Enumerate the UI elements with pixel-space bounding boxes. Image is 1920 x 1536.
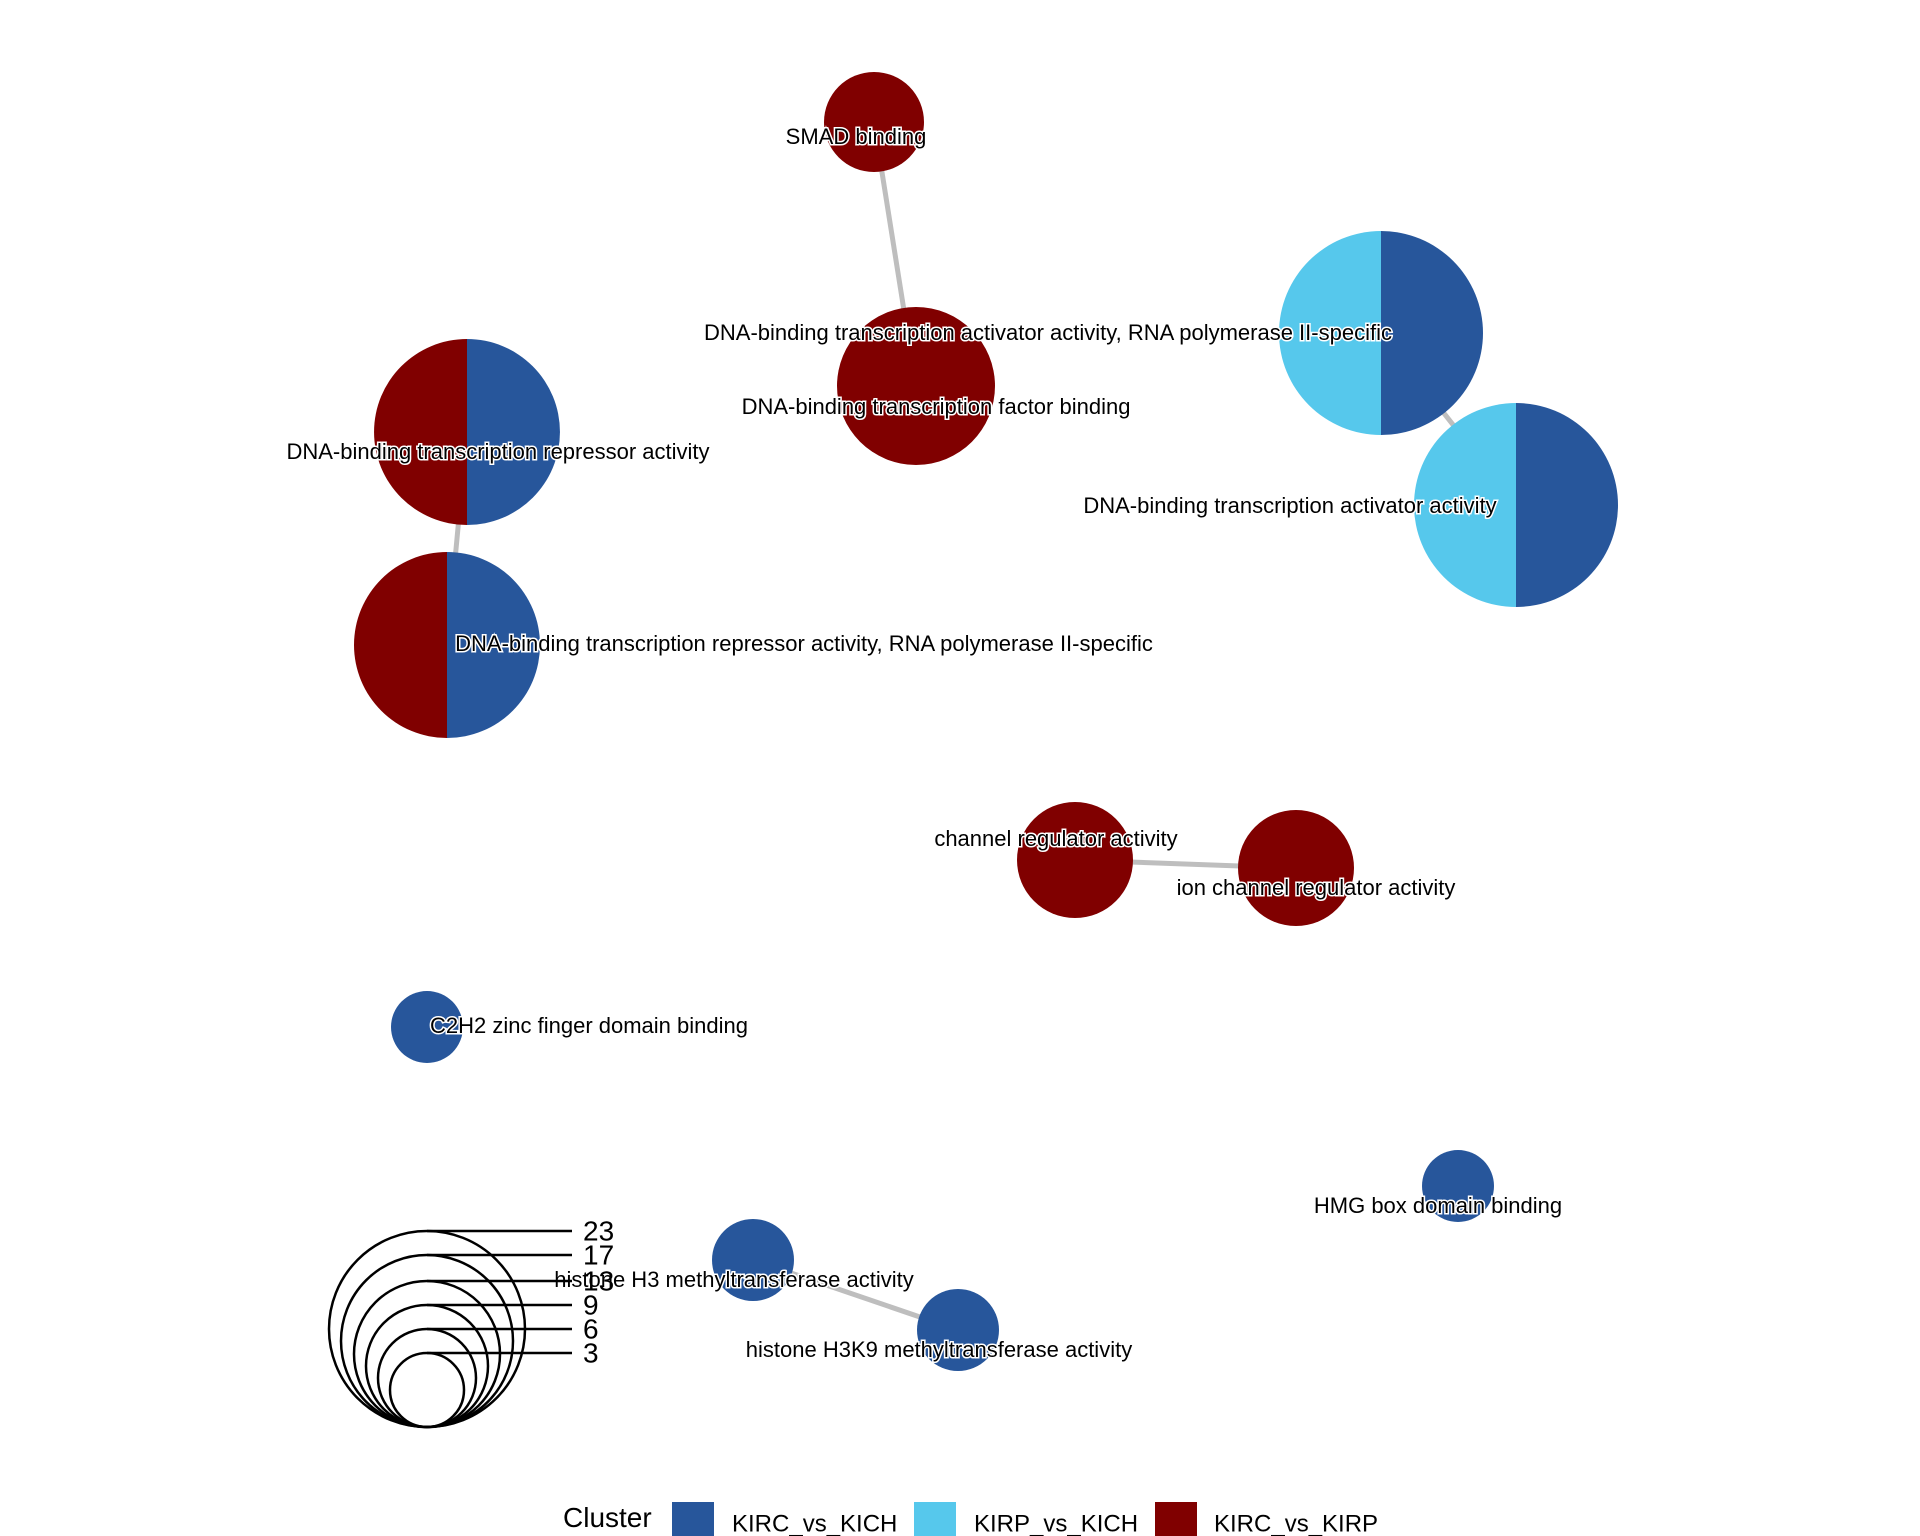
node-rep [374, 339, 560, 525]
node-label-hmg: HMG box domain binding [1314, 1193, 1562, 1218]
color-legend-label-KIRC_vs_KIRP: KIRC_vs_KIRP [1214, 1510, 1378, 1536]
size-legend-label-6: 6 [583, 1313, 599, 1344]
node-label-halo: C2H2 zinc finger domain binding [430, 1013, 748, 1038]
color-legend-key-KIRP_vs_KICH [914, 1502, 956, 1536]
pie-slice-KIRC_vs_KICH [1516, 403, 1618, 607]
node-label-halo: SMAD binding [786, 124, 927, 149]
node-chan [1017, 802, 1133, 918]
pie-slice-KIRC_vs_KIRP [374, 339, 467, 525]
node-label-act: DNA-binding transcription activator acti… [1083, 493, 1496, 518]
pie-slice-KIRC_vs_KIRP [837, 307, 995, 465]
pie-slice-KIRP_vs_KICH [1414, 403, 1516, 607]
node-label-rep: DNA-binding transcription repressor acti… [286, 439, 709, 464]
color-legend: Cluster KIRC_vs_KICH KIRP_vs_KICH KIRC_vs_K… [563, 1502, 1378, 1536]
node-label-halo: DNA-binding transcription repressor acti… [286, 439, 709, 464]
size-legend-label-17: 17 [583, 1239, 614, 1270]
pie-slice-KIRC_vs_KIRP [1238, 810, 1354, 926]
node-label-halo: HMG box domain binding [1314, 1193, 1562, 1218]
node-act [1414, 403, 1618, 607]
pie-slice-KIRC_vs_KICH [391, 991, 463, 1063]
node-label-chan: channel regulator activity [934, 826, 1177, 851]
node-c2h2 [391, 991, 463, 1063]
node-label-smad: SMAD binding [786, 124, 927, 149]
pie-slice-KIRC_vs_KIRP [824, 72, 924, 172]
node-label-act_pol2: DNA-binding transcription activator acti… [704, 320, 1392, 345]
size-legend-circle-3 [388, 1351, 466, 1429]
node-h3mt [712, 1219, 794, 1301]
node-label-halo: DNA-binding transcription repressor acti… [455, 631, 1153, 656]
size-legend-label-23: 23 [583, 1215, 614, 1246]
pie-slice-KIRC_vs_KICH [1381, 231, 1483, 435]
node-smad [824, 72, 924, 172]
pie-slice-KIRC_vs_KIRP [354, 552, 447, 738]
node-label-halo: DNA-binding transcription factor binding [742, 394, 1131, 419]
node-label-c2h2: C2H2 zinc finger domain binding [430, 1013, 748, 1038]
node-label-halo: histone H3 methyltransferase activity [554, 1267, 914, 1292]
node-label-h3mt: histone H3 methyltransferase activity [554, 1267, 914, 1292]
size-legend-circle-9 [364, 1303, 490, 1429]
color-legend-title: Cluster [563, 1502, 652, 1533]
node-label-ion_chan: ion channel regulator activity [1177, 875, 1456, 900]
pie-slice-KIRP_vs_KICH [1279, 231, 1381, 435]
color-legend-label-KIRP_vs_KICH: KIRP_vs_KICH [974, 1510, 1138, 1536]
size-legend-label-9: 9 [583, 1289, 599, 1320]
node-h3k9mt [917, 1289, 999, 1371]
pie-slice-KIRC_vs_KICH [1422, 1150, 1494, 1222]
color-legend-key-KIRC_vs_KIRP [1155, 1502, 1197, 1536]
node-hmg [1422, 1150, 1494, 1222]
node-label-halo: DNA-binding transcription activator acti… [704, 320, 1392, 345]
node-tf_binding [837, 307, 995, 465]
color-legend-key-KIRC_vs_KICH [672, 1502, 714, 1536]
size-legend-label-13: 13 [583, 1265, 614, 1296]
node-act_pol2 [1279, 231, 1483, 435]
pie-slice-KIRC_vs_KICH [712, 1219, 794, 1301]
size-legend-label-3: 3 [583, 1337, 599, 1368]
node-ion_chan [1238, 810, 1354, 926]
node-label-tf_binding: DNA-binding transcription factor binding [742, 394, 1131, 419]
node-label-h3k9mt: histone H3K9 methyltransferase activity [746, 1337, 1132, 1362]
pie-slice-KIRC_vs_KIRP [1017, 802, 1133, 918]
pie-slice-KIRC_vs_KICH [467, 339, 560, 525]
node-rep_pol2 [354, 552, 540, 738]
color-legend-label-KIRC_vs_KICH: KIRC_vs_KICH [732, 1510, 897, 1536]
node-label-halo: channel regulator activity [934, 826, 1177, 851]
pie-slice-KIRC_vs_KICH [917, 1289, 999, 1371]
node-label-halo: ion channel regulator activity [1177, 875, 1456, 900]
node-label-halo: histone H3K9 methyltransferase activity [746, 1337, 1132, 1362]
node-label-halo: DNA-binding transcription activator acti… [1083, 493, 1496, 518]
nodes-layer [354, 72, 1618, 1371]
pie-slice-KIRC_vs_KICH [447, 552, 540, 738]
node-label-rep_pol2: DNA-binding transcription repressor acti… [455, 631, 1153, 656]
